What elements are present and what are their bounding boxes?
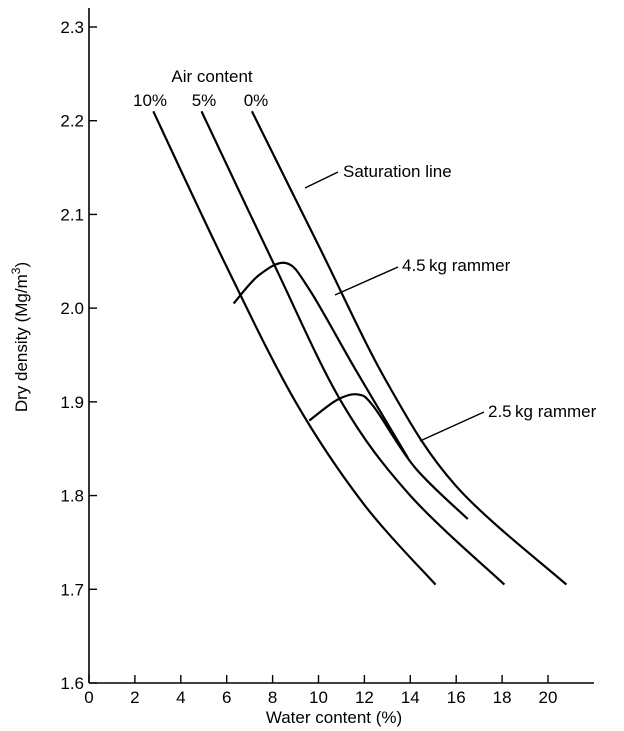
y-tick-label: 1.7 bbox=[60, 580, 84, 599]
y-axis-label-sup: 3 bbox=[9, 267, 23, 274]
legend-entry-10: 10% bbox=[133, 91, 167, 110]
x-tick-label: 18 bbox=[493, 688, 512, 707]
rammer-25-label: 2.5 kg rammer bbox=[488, 402, 597, 421]
x-tick-label: 20 bbox=[539, 688, 558, 707]
saturation-line-label: Saturation line bbox=[343, 162, 452, 181]
y-axis-label-close: ) bbox=[12, 262, 31, 268]
curves bbox=[152, 110, 568, 586]
labels: Air content 10% 5% 0% Saturation line 4.… bbox=[9, 67, 597, 727]
y-axis-label-main: Dry density (Mg/m bbox=[12, 274, 31, 412]
x-tick-label: 10 bbox=[309, 688, 328, 707]
x-tick-label: 14 bbox=[401, 688, 420, 707]
legend-title: Air content bbox=[171, 67, 253, 86]
rammer-25-curve bbox=[308, 393, 469, 520]
air-void-5-curve bbox=[200, 110, 506, 586]
x-tick-label: 12 bbox=[355, 688, 374, 707]
y-axis-label: Dry density (Mg/m3) bbox=[9, 262, 31, 412]
x-tick-label: 6 bbox=[222, 688, 231, 707]
y-tick-label: 2.1 bbox=[60, 205, 84, 224]
rammer-45-label: 4.5 kg rammer bbox=[402, 256, 511, 275]
x-axis-label: Water content (%) bbox=[266, 708, 402, 727]
y-tick-label: 2.3 bbox=[60, 18, 84, 37]
y-tick-label: 1.9 bbox=[60, 393, 84, 412]
rammer-45-leader bbox=[334, 266, 399, 296]
x-tick-label: 16 bbox=[447, 688, 466, 707]
rammer-45-curve bbox=[232, 261, 409, 459]
y-tick-label: 2.2 bbox=[60, 112, 84, 131]
x-tick-label: 4 bbox=[176, 688, 185, 707]
saturation-curve bbox=[250, 110, 568, 586]
x-tick-label: 2 bbox=[130, 688, 139, 707]
rammer-25-leader bbox=[419, 411, 485, 442]
legend-entry-5: 5% bbox=[192, 91, 217, 110]
y-tick-label: 1.8 bbox=[60, 487, 84, 506]
ticks: 0 2 4 6 8 10 12 14 16 18 20 1.6 1.7 1.8 1.9 2.0 2.1 2.2 2.… bbox=[60, 18, 557, 707]
x-tick-label: 0 bbox=[84, 688, 93, 707]
y-tick-label: 1.6 bbox=[60, 674, 84, 693]
x-tick-label: 8 bbox=[268, 688, 277, 707]
saturation-line-leader bbox=[304, 171, 339, 189]
legend-entry-0: 0% bbox=[244, 91, 269, 110]
y-tick-label: 2.0 bbox=[60, 299, 84, 318]
air-void-10-curve bbox=[152, 110, 437, 586]
